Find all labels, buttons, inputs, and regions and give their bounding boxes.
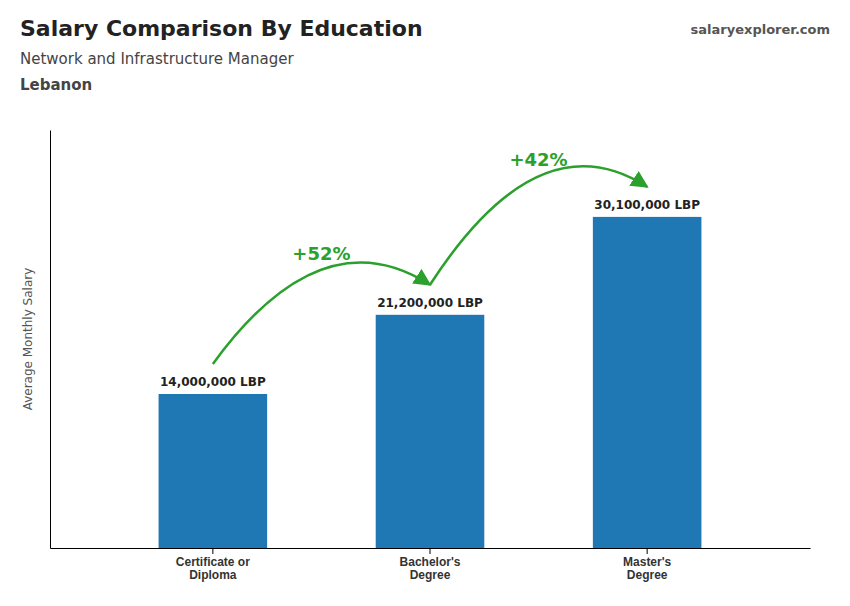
chart-svg: Salary Comparison By Education Network an… — [0, 0, 850, 606]
change-label: +42% — [509, 149, 567, 170]
x-tick-label: Certificate orDiploma — [176, 555, 250, 583]
y-axis — [50, 131, 51, 549]
bar — [159, 394, 268, 548]
change-label: +52% — [292, 243, 350, 264]
website-part: salary — [691, 22, 736, 37]
data-labels: 14,000,000 LBP 21,200,000 LBP 30,100,000 L… — [160, 198, 700, 389]
change-arrow — [213, 262, 430, 364]
change-arrow — [430, 166, 647, 284]
x-tick-label: Master'sDegree — [623, 555, 672, 583]
subtitle: Network and Infrastructure Manager — [20, 50, 294, 68]
bar — [376, 315, 485, 548]
x-tick-label-line: Certificate or — [176, 555, 250, 569]
website-part: explorer — [735, 22, 797, 37]
x-tick-label-line: Degree — [410, 568, 451, 582]
x-tick-mark — [212, 548, 213, 554]
data-label: 21,200,000 LBP — [377, 296, 483, 310]
y-axis-title: Average Monthly Salary — [21, 268, 35, 411]
x-tick-label-line: Bachelor's — [400, 555, 461, 569]
chart-container: Salary Comparison By Education Network an… — [0, 0, 850, 606]
website: salaryexplorer.com — [691, 22, 830, 37]
x-tick: Bachelor'sDegree — [400, 548, 461, 582]
x-tick-label-line: Master's — [623, 555, 672, 569]
title: Salary Comparison By Education — [20, 16, 423, 41]
x-tick: Master'sDegree — [623, 548, 672, 582]
website-part: .com — [795, 22, 830, 37]
plot-area — [159, 217, 702, 548]
annotations: +52% +42% — [213, 149, 647, 364]
y-axis-line — [50, 131, 51, 549]
x-tick-label: Bachelor'sDegree — [400, 555, 461, 583]
x-axis: Certificate orDiplomaBachelor'sDegreeMas… — [51, 548, 811, 582]
x-tick: Certificate orDiploma — [176, 548, 250, 582]
x-tick-label-line: Diploma — [189, 568, 237, 582]
x-tick-mark — [430, 548, 431, 554]
x-tick-label-line: Degree — [627, 568, 668, 582]
country: Lebanon — [20, 76, 92, 94]
x-tick-mark — [647, 548, 648, 554]
data-label: 14,000,000 LBP — [160, 375, 266, 389]
bar — [593, 217, 702, 548]
data-label: 30,100,000 LBP — [594, 198, 700, 212]
